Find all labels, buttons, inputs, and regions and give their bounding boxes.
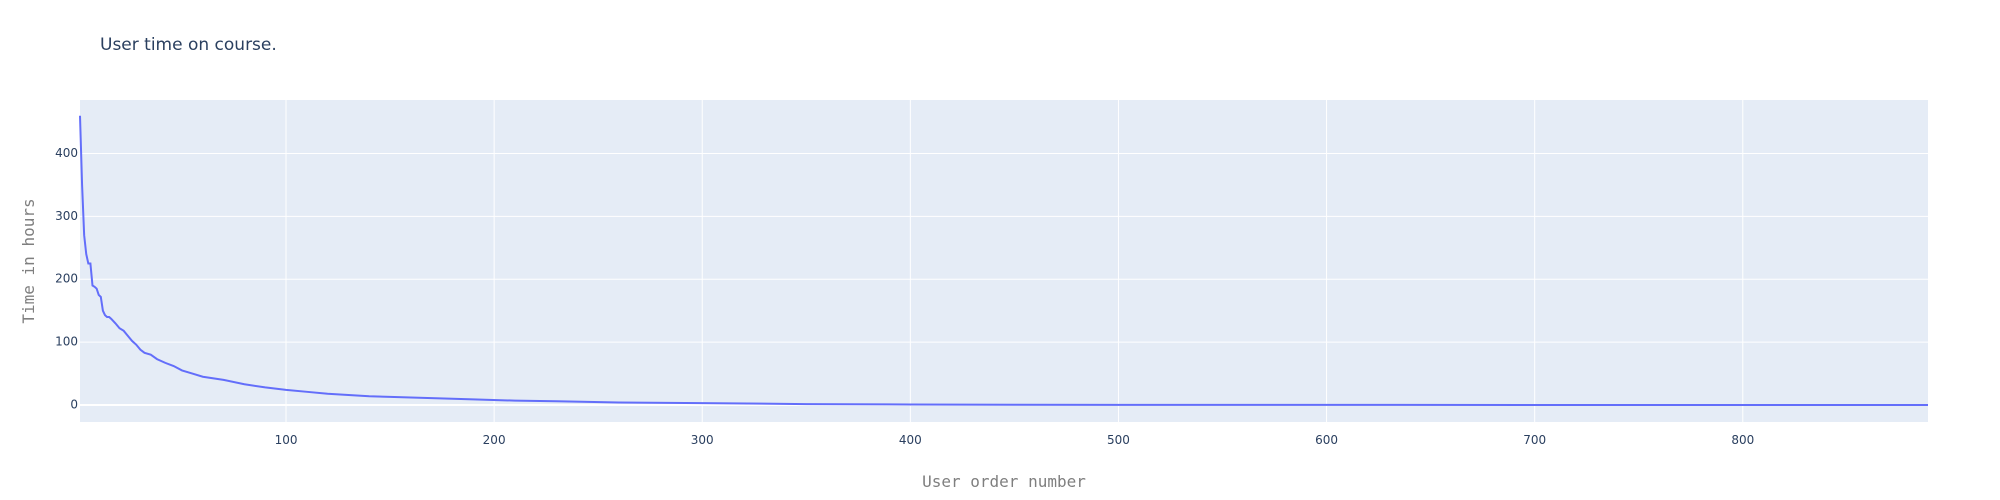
y-tick-label: 400 [55, 146, 78, 160]
x-tick-label: 600 [1315, 433, 1338, 447]
x-axis-title: User order number [922, 472, 1086, 491]
y-tick-label: 0 [70, 398, 78, 412]
y-tick-label: 100 [55, 335, 78, 349]
plot-area [80, 100, 1928, 422]
y-tick-label: 200 [55, 272, 78, 286]
series-line [79, 115, 1929, 407]
x-tick-label: 700 [1523, 433, 1546, 447]
chart-title: User time on course. [100, 35, 277, 55]
x-tick-label: 500 [1107, 433, 1130, 447]
x-tick-label: 300 [691, 433, 714, 447]
y-axis-title: Time in hours [19, 198, 38, 323]
ticks: 100 200 300 400 500 600 700 800 0 100 200 300 400 [55, 146, 1754, 447]
x-tick-label: 200 [483, 433, 506, 447]
x-tick-label: 400 [899, 433, 922, 447]
y-tick-label: 300 [55, 209, 78, 223]
x-tick-label: 800 [1731, 433, 1754, 447]
x-tick-label: 100 [275, 433, 298, 447]
